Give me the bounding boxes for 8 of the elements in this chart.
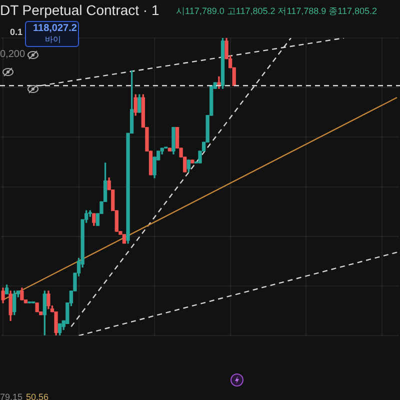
chart-title: DT Perpetual Contract · 1 xyxy=(0,2,160,18)
text: 118,027.2 xyxy=(33,23,77,34)
annotation: 바이 xyxy=(45,34,61,45)
text: 50.56 xyxy=(26,392,49,400)
text: 79.15 xyxy=(0,392,23,400)
text: 0.1 xyxy=(10,27,23,37)
annotation: 0,200 xyxy=(0,49,26,60)
text: 시117,789.0 고117,805.2 저117,788.9 종117,805.2 xyxy=(176,5,377,18)
